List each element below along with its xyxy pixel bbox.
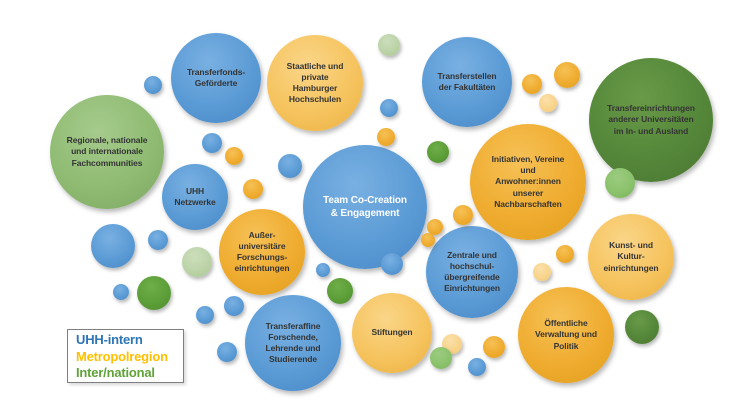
- bubble-hamburger-hochschulen: Staatliche und private Hamburger Hochsch…: [267, 35, 363, 131]
- decor-dot-darkgreen-29: [625, 310, 659, 344]
- decor-dot-gold-24: [427, 219, 443, 235]
- decor-dot-gold-27: [556, 245, 574, 263]
- decor-dot-gold-26: [453, 205, 473, 225]
- legend-item-inter-national: Inter/national: [76, 365, 155, 380]
- decor-dot-palegold-11: [539, 94, 557, 112]
- decor-dot-gold-32: [483, 336, 505, 358]
- decor-dot-blue-20: [217, 342, 237, 362]
- bubble-transfereinrichtungen-universitaeten: Transfereinrichtungen anderer Universitä…: [589, 58, 713, 182]
- decor-dot-palegreen-15: [182, 247, 212, 277]
- decor-dot-blue-3: [278, 154, 302, 178]
- bubble-transferstellen-fakultaeten: Transferstellen der Fakultäten: [422, 37, 512, 127]
- decor-dot-blue-21: [316, 263, 330, 277]
- bubble-team-co-creation-engagement: Team Co-Creation & Engagement: [303, 145, 427, 269]
- decor-dot-blue-19: [224, 296, 244, 316]
- decor-dot-blue-1: [202, 133, 222, 153]
- bubble-regionale-fachcommunities: Regionale, nationale und internationale …: [50, 95, 164, 209]
- decor-dot-gold-10: [554, 62, 580, 88]
- decor-dot-palegreen-5: [378, 34, 400, 56]
- decor-dot-midgreen-8: [427, 141, 449, 163]
- decor-dot-palegold-28: [533, 263, 551, 281]
- decor-dot-blue-6: [380, 99, 398, 117]
- bubble-uhh-netzwerke: UHH Netzwerke: [162, 164, 228, 230]
- bubble-initiativen-vereine-anwohner: Initiativen, Vereine und Anwohner:innen …: [470, 124, 586, 240]
- bubble-stiftungen: Stiftungen: [352, 293, 432, 373]
- bubble-zentrale-einrichtungen: Zentrale und hochschul- übergreifende Ei…: [426, 226, 518, 318]
- decor-dot-gold-25: [421, 233, 435, 247]
- decor-dot-blue-0: [144, 76, 162, 94]
- bubble-oeffentliche-verwaltung-politik: Öffentliche Verwaltung und Politik: [518, 287, 614, 383]
- bubble-transferaffine-forschende: Transferaffine Forschende, Lehrende und …: [245, 295, 341, 391]
- decor-dot-gold-4: [243, 179, 263, 199]
- legend: UHH-intern Metropolregion Inter/national: [67, 329, 184, 383]
- decor-dot-gold-9: [522, 74, 542, 94]
- decor-dot-blue-33: [468, 358, 486, 376]
- decor-dot-blue-17: [113, 284, 129, 300]
- decor-dot-midgreen-16: [137, 276, 171, 310]
- decor-dot-lightgreen-31: [430, 347, 452, 369]
- decor-dot-gold-7: [377, 128, 395, 146]
- bubble-ausseruniversitaere-forschungseinrichtungen: Außer- universitäre Forschungs- einricht…: [219, 209, 305, 295]
- decor-dot-blue-18: [196, 306, 214, 324]
- legend-item-metropolregion: Metropolregion: [76, 348, 168, 364]
- bubble-transferfonds-gefoerderte: Transferfonds- Geförderte: [171, 33, 261, 123]
- decor-dot-blue-23: [381, 253, 403, 275]
- decor-dot-gold-2: [225, 147, 243, 165]
- bubble-kunst-kultur-einrichtungen: Kunst- und Kultur- einrichtungen: [588, 214, 674, 300]
- decor-dot-lightgreen-12: [605, 168, 635, 198]
- legend-item-uhh-intern: UHH-intern: [76, 332, 143, 347]
- decor-dot-blue-14: [148, 230, 168, 250]
- decor-dot-midgreen-22: [327, 278, 353, 304]
- decor-dot-blue-13: [91, 224, 135, 268]
